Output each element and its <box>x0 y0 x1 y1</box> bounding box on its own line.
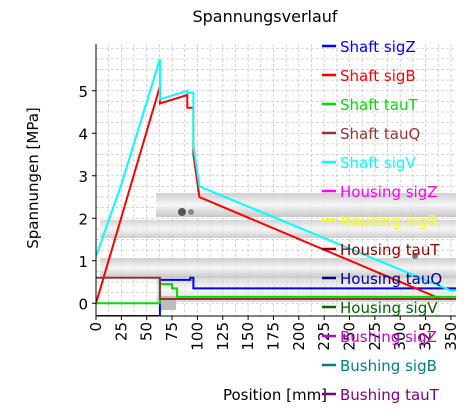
x-tick-label: 325 <box>417 322 435 351</box>
legend-label: Bushing sigZ <box>340 328 437 346</box>
x-tick-label: 150 <box>239 322 257 351</box>
x-axis-label: Position [mm] <box>223 386 327 404</box>
y-tick-label: 3 <box>78 168 88 186</box>
x-tick-label: 25 <box>112 322 130 341</box>
x-tick-label: 0 <box>87 322 105 332</box>
legend-label: Housing tauT <box>340 241 440 259</box>
legend-label: Shaft sigV <box>340 154 416 172</box>
x-tick-label: 275 <box>366 322 384 351</box>
series-line <box>96 58 456 292</box>
legend: Shaft sigZ Shaft sigB Shaft tauT Shaft tauQ… <box>322 38 442 404</box>
x-tick-label: 125 <box>214 322 232 351</box>
x-tick-label: 50 <box>138 322 156 341</box>
y-tick-label: 2 <box>78 210 88 228</box>
legend-label: Shaft sigZ <box>340 38 416 56</box>
legend-label: Housing sigB <box>340 212 438 230</box>
x-tick-label: 300 <box>391 322 409 351</box>
y-tick-label: 0 <box>78 295 88 313</box>
x-tick-label: 250 <box>341 322 359 351</box>
x-tick-label: 75 <box>163 322 181 341</box>
x-tick-label: 100 <box>188 322 206 351</box>
x-tick-label: 175 <box>265 322 283 351</box>
legend-label: Housing sigV <box>340 299 438 317</box>
legend-label: Housing sigZ <box>340 183 438 201</box>
legend-label: Housing tauQ <box>340 270 442 288</box>
series-line <box>96 276 456 300</box>
legend-label: Shaft tauQ <box>340 125 420 143</box>
x-tick-label: 350 <box>442 322 460 351</box>
curves <box>96 58 456 316</box>
y-tick-label: 1 <box>78 253 88 271</box>
y-tick-label: 4 <box>78 125 88 143</box>
legend-label: Shaft sigB <box>340 67 416 85</box>
series-line <box>96 283 456 305</box>
chart-title: Spannungsverlauf <box>192 7 337 26</box>
y-axis-label: Spannungen [MPa] <box>24 107 42 249</box>
y-tick-label: 5 <box>78 83 88 101</box>
legend-label: Bushing sigB <box>340 357 437 375</box>
legend-label: Shaft tauT <box>340 96 418 114</box>
x-tick-label: 200 <box>290 322 308 351</box>
legend-label: Bushing tauT <box>340 386 440 404</box>
